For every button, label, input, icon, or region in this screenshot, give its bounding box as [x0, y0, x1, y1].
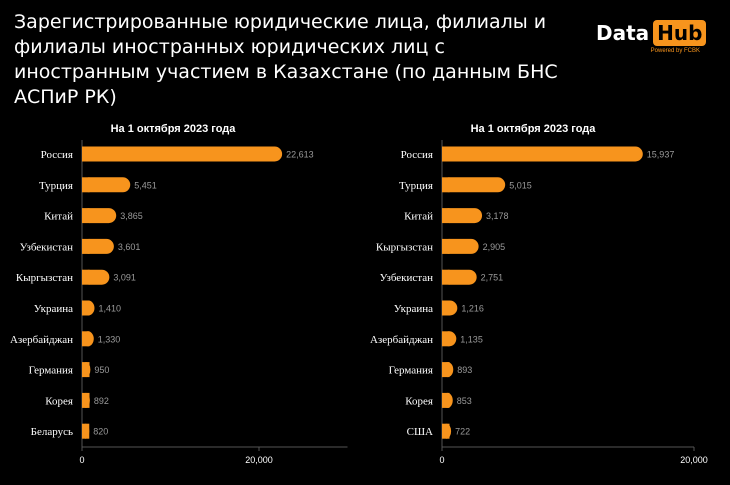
value-label: 1,410 [98, 304, 121, 314]
category-label: Россия [401, 149, 433, 161]
bar-base [442, 423, 450, 439]
bar [82, 146, 283, 162]
bar-base [442, 177, 450, 193]
value-label: 5,451 [134, 180, 157, 190]
bar-base [82, 362, 90, 378]
chart-title: На 1 октября 2023 года [471, 123, 597, 135]
bar [442, 177, 506, 193]
category-label: Узбекистан [380, 272, 433, 284]
category-label: Азербайджан [370, 334, 433, 346]
value-label: 893 [457, 365, 472, 375]
logo-hub-text: Hub [653, 20, 707, 46]
bar [442, 208, 483, 224]
category-label: Китай [404, 211, 433, 223]
value-label: 3,865 [120, 211, 143, 221]
logo-tagline: Powered by FCBK [650, 48, 700, 54]
chart-right: На 1 октября 2023 года 0 20,000 Россия 15,93… [370, 123, 708, 465]
bar-base [82, 331, 90, 347]
category-label: Турция [399, 180, 433, 192]
bar [82, 177, 131, 193]
value-label: 722 [455, 427, 470, 437]
category-label: Китай [44, 211, 73, 223]
value-label: 22,613 [286, 150, 314, 160]
category-label: Азербайджан [10, 334, 73, 346]
value-label: 2,905 [483, 242, 506, 252]
bar-base [442, 208, 450, 224]
bar-base [82, 392, 90, 408]
chart-left: На 1 октября 2023 года 0 20,000 Россия 22,61… [10, 123, 348, 465]
x-tick-label: 0 [79, 455, 84, 465]
bar [82, 238, 114, 254]
value-label: 1,135 [460, 334, 483, 344]
logo-data-text: Data [596, 21, 650, 45]
x-tick-label: 20,000 [680, 455, 708, 465]
category-label: Корея [405, 395, 433, 407]
category-label: Германия [389, 365, 433, 377]
bar-base [82, 269, 90, 285]
value-label: 950 [94, 365, 109, 375]
category-label: Россия [41, 149, 73, 161]
x-tick-label: 0 [439, 455, 444, 465]
value-label: 3,091 [113, 273, 136, 283]
bar-base [82, 177, 90, 193]
category-label: Беларусь [31, 426, 73, 438]
value-label: 3,178 [486, 211, 509, 221]
bar-base [442, 146, 450, 162]
category-label: Кыргызстан [376, 241, 433, 253]
bar [82, 208, 117, 224]
value-label: 3,601 [118, 242, 141, 252]
bar-base [82, 146, 90, 162]
value-label: 820 [93, 427, 108, 437]
value-label: 853 [457, 396, 472, 406]
category-label: США [407, 426, 433, 438]
chart-title: На 1 октября 2023 года [111, 123, 237, 135]
value-label: 5,015 [509, 180, 532, 190]
bar-base [442, 238, 450, 254]
page-title: Зарегистрированные юридические лица, фил… [14, 11, 558, 108]
bar-base [82, 208, 90, 224]
bar-base [82, 238, 90, 254]
bar-base [442, 392, 450, 408]
bar [442, 238, 479, 254]
value-label: 15,937 [647, 150, 675, 160]
bar [442, 269, 477, 285]
category-label: Корея [45, 395, 73, 407]
category-label: Украина [34, 303, 73, 315]
category-label: Украина [394, 303, 433, 315]
value-label: 2,751 [481, 273, 504, 283]
x-tick-label: 20,000 [245, 455, 273, 465]
bar-base [442, 331, 450, 347]
category-label: Кыргызстан [16, 272, 73, 284]
bar-base [442, 362, 450, 378]
category-label: Узбекистан [20, 241, 73, 253]
datahub-logo: Data Hub Powered by FCBK [596, 20, 707, 64]
category-label: Турция [39, 180, 73, 192]
value-label: 1,330 [98, 334, 121, 344]
bar-base [442, 300, 450, 316]
bar [442, 146, 643, 162]
bar-base [442, 269, 450, 285]
value-label: 892 [94, 396, 109, 406]
bar-base [82, 300, 90, 316]
value-label: 1,216 [461, 304, 484, 314]
bar-base [82, 423, 90, 439]
category-label: Германия [29, 365, 73, 377]
